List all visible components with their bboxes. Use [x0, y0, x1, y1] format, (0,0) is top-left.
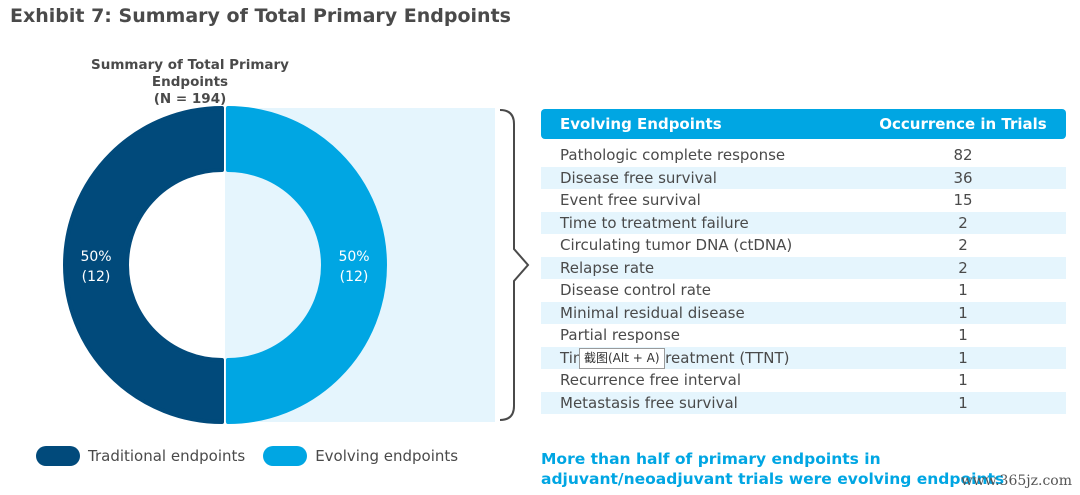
legend-label-traditional: Traditional endpoints — [88, 447, 246, 465]
watermark: www.365jz.com — [960, 473, 1072, 489]
table-cell-occurrence: 1 — [958, 326, 968, 345]
table-row: Minimal residual disease 1 — [541, 301, 1066, 324]
table-row: Disease control rate 1 — [541, 279, 1066, 302]
table-row: Relapse rate 2 — [541, 256, 1066, 279]
slice-count-label: (12) — [340, 269, 369, 285]
table-cell-occurrence: 15 — [953, 191, 973, 210]
chart-legend: Traditional endpoints Evolving endpoints — [36, 446, 476, 466]
table-cell-occurrence: 82 — [953, 146, 973, 165]
table-cell-endpoint: Disease control rate — [560, 281, 711, 300]
table-header-endpoints: Evolving Endpoints — [560, 115, 722, 133]
takeaway-text: More than half of primary endpoints in a… — [541, 450, 1005, 488]
exhibit-title: Exhibit 7: Summary of Total Primary Endp… — [10, 5, 511, 27]
table-cell-endpoint: Minimal residual disease — [560, 303, 745, 322]
bracket-connector — [499, 109, 530, 421]
table-cell-endpoint: Relapse rate — [560, 258, 655, 277]
table-cell-endpoint: Recurrence free interval — [560, 371, 741, 390]
table-cell-occurrence: 2 — [958, 236, 968, 255]
screenshot-tooltip: 截图(Alt + A) — [579, 348, 665, 369]
table-cell-occurrence: 1 — [958, 281, 968, 300]
donut-slice-traditional — [63, 106, 224, 424]
donut-slice-evolving — [226, 106, 387, 424]
slice-percent-label: 50% — [80, 249, 111, 265]
table-cell-endpoint: Pathologic complete response — [560, 146, 786, 165]
chart-title-main: Summary of Total Primary Endpoints — [91, 57, 289, 90]
table-row: Partial response 1 — [541, 324, 1066, 347]
table-cell-occurrence: 1 — [958, 303, 968, 322]
legend-item-traditional: Traditional endpoints — [36, 446, 245, 466]
table-row: Recurrence free interval 1 — [541, 369, 1066, 392]
table-cell-occurrence: 1 — [958, 348, 968, 367]
table-cell-occurrence: 36 — [953, 168, 973, 187]
table-cell-occurrence: 1 — [958, 393, 968, 412]
slice-count-label: (12) — [82, 269, 111, 285]
donut-chart: 50% (12) 50% (12) — [63, 106, 530, 424]
table-header-occurrence: Occurrence in Trials — [879, 115, 1047, 133]
table-cell-endpoint: Disease free survival — [560, 168, 717, 187]
table-row: Pathologic complete response 82 — [541, 144, 1066, 167]
table-row: Metastasis free survival 1 — [541, 391, 1066, 414]
legend-item-evolving: Evolving endpoints — [263, 446, 458, 466]
table-header: Evolving Endpoints Occurrence in Trials — [541, 109, 1066, 139]
table-cell-occurrence: 1 — [958, 371, 968, 390]
table-row: Time to treatment failure 2 — [541, 211, 1066, 234]
table-cell-endpoint: Circulating tumor DNA (ctDNA) — [560, 236, 793, 255]
table-cell-endpoint: Event free survival — [560, 191, 701, 210]
table-body: Pathologic complete response 82 Disease fr… — [541, 144, 1066, 414]
legend-swatch-evolving — [263, 446, 308, 466]
slice-percent-label: 50% — [338, 249, 369, 265]
chart-title-n: (N = 194) — [153, 91, 227, 107]
chart-title: Summary of Total Primary Endpoints (N = … — [60, 57, 320, 108]
table-row: Disease free survival 36 — [541, 166, 1066, 189]
table-row: Circulating tumor DNA (ctDNA) 2 — [541, 234, 1066, 257]
table-cell-occurrence: 2 — [958, 258, 968, 277]
legend-label-evolving: Evolving endpoints — [315, 447, 459, 465]
table-cell-occurrence: 2 — [958, 213, 968, 232]
table-cell-endpoint: Metastasis free survival — [560, 393, 738, 412]
table-cell-endpoint: Partial response — [560, 326, 681, 345]
legend-swatch-traditional — [36, 446, 80, 466]
table-row: Event free survival 15 — [541, 189, 1066, 212]
table-cell-endpoint: Time to treatment failure — [560, 213, 749, 232]
